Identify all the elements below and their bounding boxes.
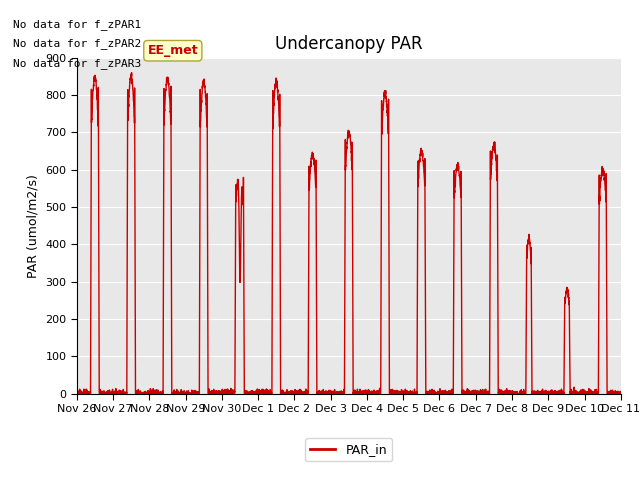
Y-axis label: PAR (umol/m2/s): PAR (umol/m2/s) — [27, 174, 40, 277]
Legend: PAR_in: PAR_in — [305, 438, 392, 461]
Text: EE_met: EE_met — [147, 44, 198, 57]
Text: No data for f_zPAR3: No data for f_zPAR3 — [13, 58, 141, 69]
Text: No data for f_zPAR2: No data for f_zPAR2 — [13, 38, 141, 49]
Text: No data for f_zPAR1: No data for f_zPAR1 — [13, 19, 141, 30]
Title: Undercanopy PAR: Undercanopy PAR — [275, 35, 422, 53]
